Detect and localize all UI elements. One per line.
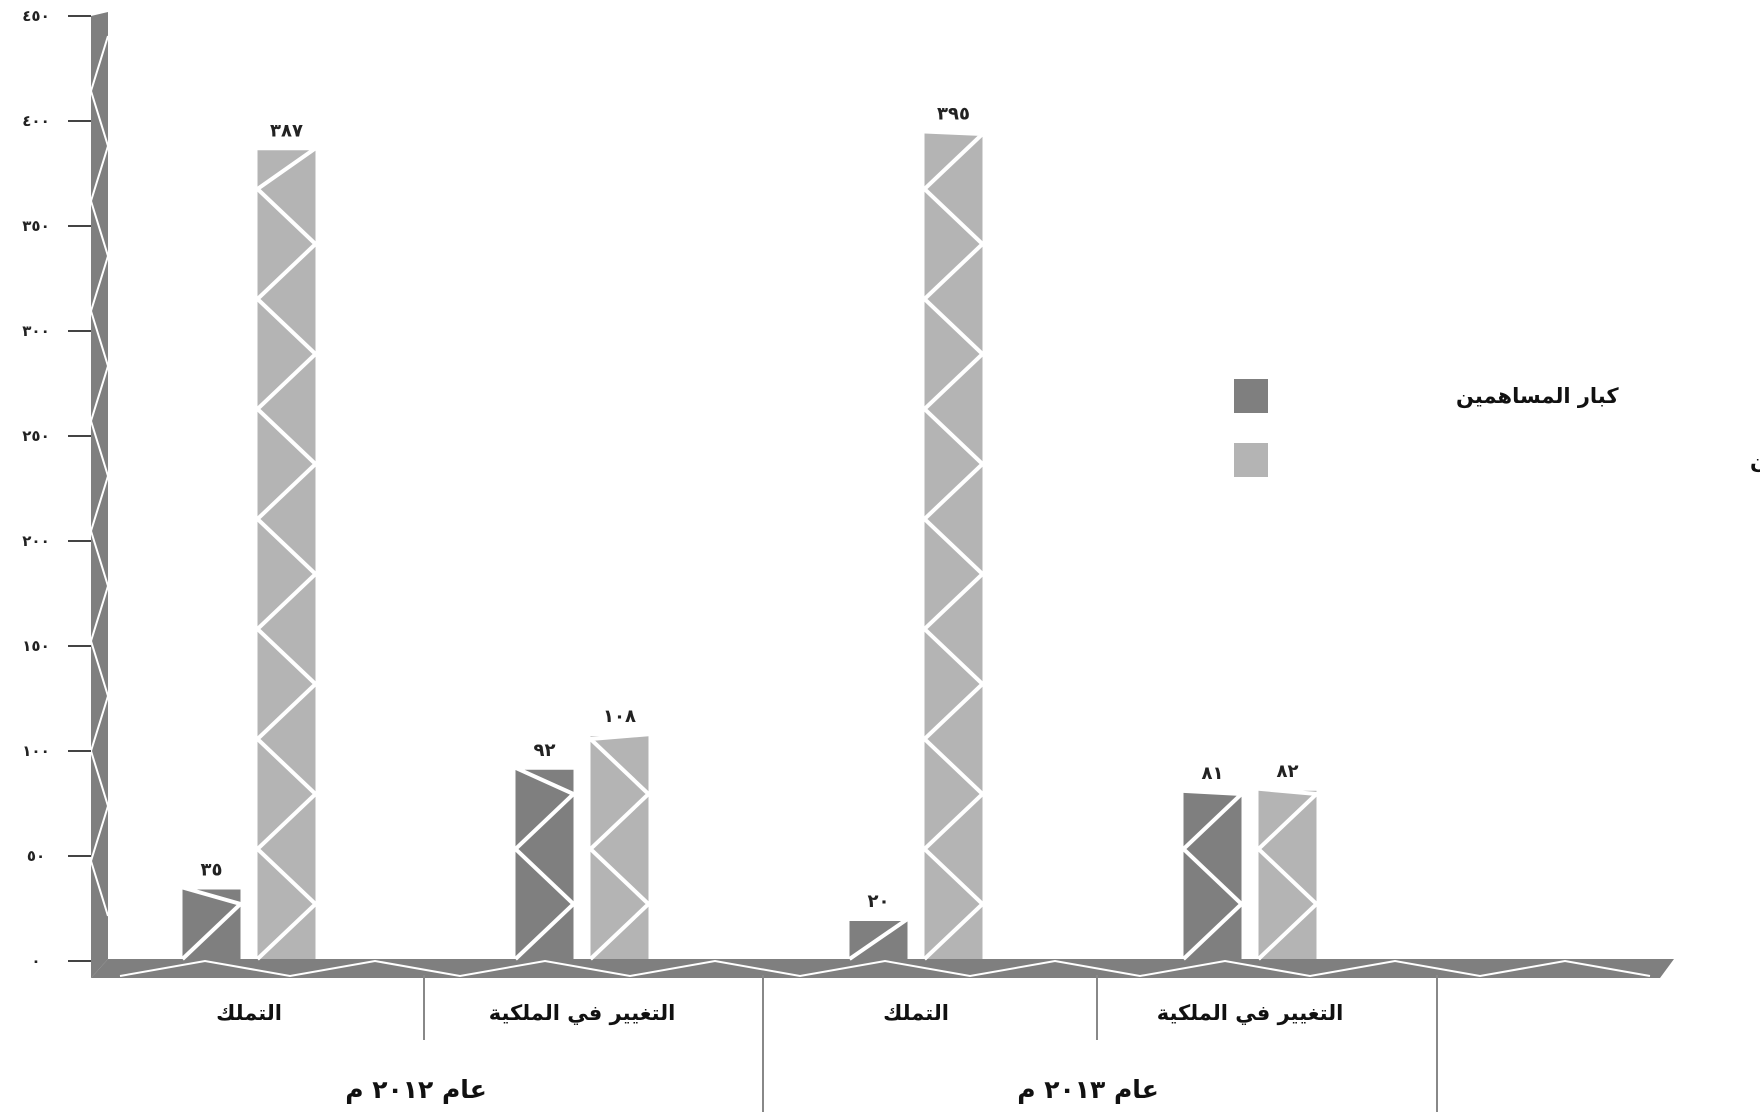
value-label: ٣٩٥ xyxy=(937,104,970,125)
value-label: ٣٨٧ xyxy=(270,120,303,141)
y-tick-label: ٣٠٠ xyxy=(22,322,49,340)
bar-board-members xyxy=(921,129,988,961)
y-tick-label: ٤٠٠ xyxy=(22,112,49,130)
y-tick-label: ٤٥٠ xyxy=(22,7,49,25)
bar-board-members xyxy=(254,146,322,961)
category-label: التغيير في الملكية xyxy=(489,1001,676,1025)
bar-pattern xyxy=(585,732,652,961)
bar-body xyxy=(590,734,649,959)
y-tick-label: ٠ xyxy=(31,952,40,970)
x-axis xyxy=(91,959,1674,1112)
value-label: ٨١ xyxy=(1202,763,1224,784)
value-labels: ٣٥ ٣٨٧ ٩٢ ١٠٨ ٢٠ ٣٩٥ ٨١ ٨٢ xyxy=(201,104,1299,913)
legend-label-board-members: أعضاء مجلس الإدارات وكبار التنفيذيين xyxy=(1750,445,1760,472)
bar-pattern xyxy=(512,765,578,961)
bars xyxy=(181,129,1322,961)
bar-body xyxy=(515,767,574,959)
bar-pattern xyxy=(1255,786,1322,961)
legend: كبار المساهمين أعضاء مجلس الإدارات وكبار… xyxy=(1234,379,1760,477)
y-tick-label: ٢٥٠ xyxy=(22,427,49,445)
value-label: ٩٢ xyxy=(534,740,556,761)
value-label: ٣٥ xyxy=(201,860,223,881)
x-axis-floor-pattern xyxy=(119,959,1651,978)
value-label: ٨٢ xyxy=(1277,761,1299,782)
y-tick-label: ٥٠ xyxy=(27,847,45,865)
value-label: ٢٠ xyxy=(868,891,890,912)
y-tick-label: ١٠٠ xyxy=(22,742,49,760)
bar-pattern xyxy=(181,885,245,961)
bar-major-shareholders xyxy=(848,917,914,961)
x-axis-floor xyxy=(91,959,1674,978)
category-label: التغيير في الملكية xyxy=(1157,1001,1344,1025)
bar-major-shareholders xyxy=(512,765,578,961)
bar-pattern xyxy=(1180,788,1247,961)
bar-pattern xyxy=(254,146,322,961)
category-label: التملك xyxy=(883,1001,949,1025)
bar-board-members xyxy=(1255,786,1322,961)
bar-pattern xyxy=(921,129,988,961)
bar-major-shareholders xyxy=(181,885,245,961)
y-axis-wall-pattern xyxy=(89,35,110,917)
bar-pattern xyxy=(848,917,914,961)
category-labels: التملك التغيير في الملكية التملك التغيير في… xyxy=(216,1001,1343,1104)
y-tick-label: ٢٠٠ xyxy=(22,532,49,550)
category-label: التملك xyxy=(216,1001,282,1025)
legend-swatch-major-shareholders xyxy=(1234,379,1268,413)
group-label: عام ٢٠١٢ م xyxy=(345,1075,487,1104)
value-label: ١٠٨ xyxy=(603,706,636,727)
y-axis: ٠ ٥٠ ١٠٠ ١٥٠ ٢٠٠ ٢٥٠ ٣٠٠ ٣٥٠ ٤٠٠ ٤٥٠ xyxy=(22,7,110,978)
y-tick-label: ١٥٠ xyxy=(22,637,49,655)
bar-major-shareholders xyxy=(1180,788,1247,961)
y-tick-label: ٣٥٠ xyxy=(22,217,49,235)
legend-label-major-shareholders: كبار المساهمين xyxy=(1456,384,1619,408)
legend-swatch-board-members xyxy=(1234,443,1268,477)
bar-board-members xyxy=(585,732,652,961)
group-label: عام ٢٠١٣ م xyxy=(1017,1075,1159,1104)
